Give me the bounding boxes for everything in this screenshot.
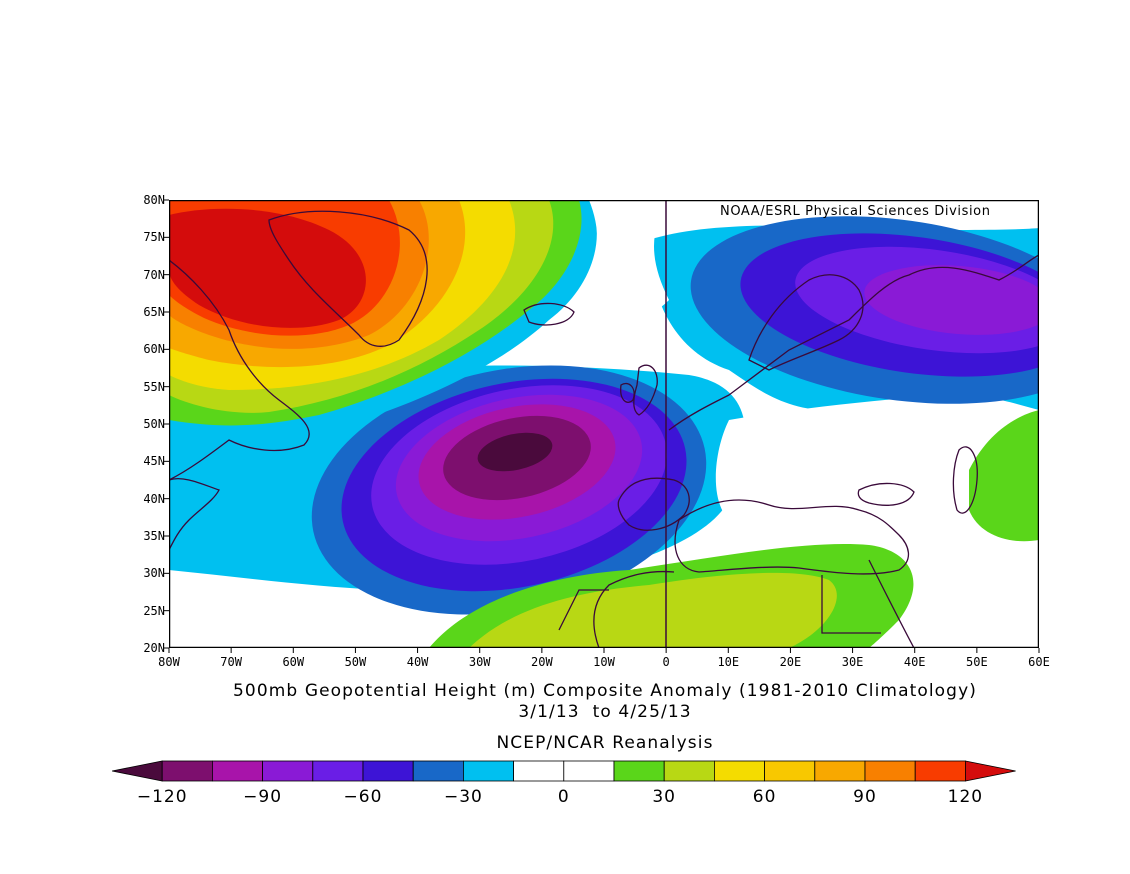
- colorbar-swatch: [312, 760, 364, 782]
- colorbar-label: 90: [853, 787, 877, 807]
- colorbar-swatch: [513, 760, 565, 782]
- anomaly-map: [169, 200, 1039, 648]
- red-sea: [868, 559, 915, 648]
- colorbar-label: 30: [652, 787, 677, 807]
- colorbar-label: −30: [443, 787, 483, 807]
- colorbar-swatch: [462, 760, 514, 782]
- canada-coast: [169, 259, 310, 481]
- neutral-gap-north: [569, 200, 669, 324]
- colorbar-swatch: [362, 760, 414, 782]
- colorbar-label: 0: [557, 787, 570, 807]
- scandinavia-coast: [748, 274, 864, 371]
- lat-label: 80N: [143, 193, 165, 207]
- map-canvas: [169, 200, 1039, 648]
- colorbar-swatch: [613, 760, 665, 782]
- greenland-high-core: [169, 208, 366, 328]
- colorbar-arrow-low: [112, 760, 163, 782]
- lon-label: 60W: [282, 655, 305, 669]
- lon-label: 20W: [531, 655, 553, 669]
- lon-label: 10W: [593, 655, 615, 669]
- lon-label: 40W: [406, 655, 429, 669]
- colorbar-swatch: [161, 760, 213, 782]
- lon-label: 20E: [779, 655, 802, 669]
- map-frame: [169, 200, 1039, 648]
- colorbar-label: −120: [136, 787, 188, 807]
- border-morocco: [558, 589, 609, 631]
- colorbar-swatch: [914, 760, 966, 782]
- credit-label: NOAA/ESRL Physical Sciences Division: [720, 204, 991, 219]
- anomaly-fill-layer: [169, 200, 1039, 648]
- map-dates: 3/1/13 to 4/25/13: [518, 702, 692, 722]
- black-sea: [857, 482, 915, 506]
- atlantic-low-core: [477, 432, 553, 472]
- iberia-coast: [617, 477, 690, 531]
- border-egypt: [821, 575, 881, 634]
- colorbar-swatch: [563, 760, 615, 782]
- coastline-layer: [169, 210, 1039, 648]
- lat-label: 20N: [143, 641, 165, 655]
- colorbar-swatch: [262, 760, 314, 782]
- neutral-band-europe: [715, 394, 1039, 540]
- lat-label: 40N: [143, 491, 165, 506]
- usa-east-coast: [169, 478, 220, 551]
- caspian-high: [969, 410, 1039, 542]
- europe-low-l4: [864, 265, 1039, 335]
- colorbar-label: 60: [752, 787, 777, 807]
- lat-label: 65N: [143, 305, 165, 319]
- lon-label: 40E: [903, 655, 926, 669]
- colorbar-swatch: [864, 760, 916, 782]
- colorbar-label: 120: [947, 787, 984, 807]
- europe-coast: [668, 254, 1039, 431]
- lat-label: 55N: [143, 379, 165, 394]
- lat-label: 30N: [143, 566, 165, 581]
- lon-label: 0: [662, 655, 670, 669]
- lon-label: 60E: [1028, 655, 1050, 669]
- colorbar-swatch: [714, 760, 766, 782]
- caspian-sea: [952, 446, 978, 514]
- lat-label: 45N: [143, 454, 165, 469]
- lat-label: 75N: [143, 230, 165, 245]
- mediterranean-coast: [674, 499, 910, 575]
- greenland-coast: [268, 210, 428, 347]
- lon-label: 10E: [717, 655, 740, 669]
- colorbar-label: −90: [243, 787, 283, 807]
- lon-label: 30W: [468, 655, 491, 669]
- lon-label: 70W: [220, 655, 242, 669]
- iceland-coast: [523, 302, 575, 326]
- lat-label: 50N: [143, 417, 165, 431]
- colorbar-swatch: [663, 760, 715, 782]
- lat-label: 35N: [143, 529, 165, 543]
- lon-label: 50W: [344, 655, 367, 669]
- africa-coast: [593, 570, 675, 648]
- lon-label: 50E: [966, 655, 988, 669]
- subtropical-high-l2: [469, 572, 837, 648]
- colorbar-label: −60: [343, 787, 383, 807]
- lon-label: 80W: [158, 655, 180, 669]
- lat-label: 70N: [143, 267, 165, 282]
- map-title: 500mb Geopotential Height (m) Composite …: [233, 681, 977, 701]
- ireland-coast: [620, 382, 635, 403]
- lat-label: 60N: [143, 342, 165, 357]
- colorbar-swatch: [212, 760, 264, 782]
- colorbar-arrow-high: [965, 760, 1016, 782]
- colorbar: [112, 760, 1016, 782]
- lat-label: 25N: [143, 603, 165, 618]
- colorbar-swatch: [764, 760, 816, 782]
- colorbar-swatch: [412, 760, 464, 782]
- map-source: NCEP/NCAR Reanalysis: [496, 733, 714, 753]
- lon-label: 30E: [841, 655, 864, 669]
- colorbar-swatch: [814, 760, 866, 782]
